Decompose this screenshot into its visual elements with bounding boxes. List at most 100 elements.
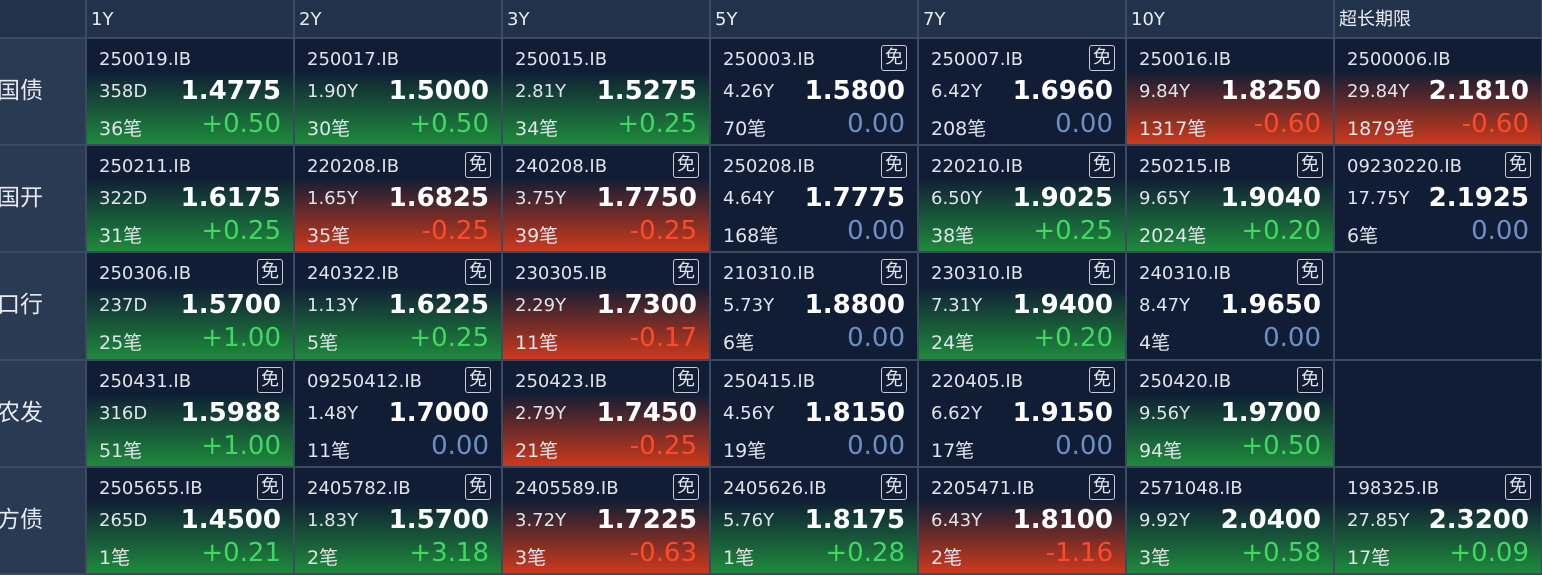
tenor: 9.92Y — [1139, 509, 1191, 531]
yield-change: 0.00 — [847, 323, 905, 354]
bond-code: 198325.IB — [1347, 477, 1440, 499]
quote-cell[interactable]: 220210.IB 免 6.50Y 1.9025 38笔 +0.25 — [919, 146, 1125, 252]
quote-cell[interactable]: 250003.IB 免 4.26Y 1.5800 70笔 0.00 — [711, 39, 917, 145]
trade-count: 30笔 — [307, 118, 351, 140]
tax-exempt-badge: 免 — [1297, 152, 1323, 179]
column-header[interactable]: 7Y — [919, 0, 1125, 37]
quote-cell[interactable]: 09250412.IB 免 1.48Y 1.7000 11笔 0.00 — [295, 360, 501, 466]
row-label[interactable]: 进出口行 — [0, 253, 85, 359]
quote-cell[interactable]: 210310.IB 免 5.73Y 1.8800 6笔 0.00 — [711, 253, 917, 359]
tax-exempt-badge: 免 — [673, 366, 699, 393]
column-header[interactable]: 5Y — [711, 0, 917, 37]
yield: 1.6175 — [180, 183, 281, 214]
tax-exempt-badge: 免 — [881, 473, 907, 500]
bond-code: 250306.IB — [99, 263, 192, 285]
trade-count: 38笔 — [931, 225, 975, 248]
quote-cell[interactable]: 250415.IB 免 4.56Y 1.8150 19笔 0.00 — [711, 360, 917, 466]
tenor: 2.29Y — [515, 295, 567, 317]
yield-change: +0.50 — [1241, 430, 1321, 461]
trade-count: 1笔 — [723, 546, 755, 569]
row-label[interactable]: 农发 — [0, 360, 85, 466]
yield: 1.7300 — [596, 290, 697, 321]
trade-count: 4笔 — [1139, 332, 1171, 355]
bond-code: 250431.IB — [99, 370, 192, 392]
tax-exempt-badge: 免 — [673, 259, 699, 286]
tenor: 17.75Y — [1347, 188, 1410, 210]
quote-cell[interactable]: 240310.IB 免 8.47Y 1.9650 4笔 0.00 — [1127, 253, 1333, 359]
quote-cell[interactable]: 250420.IB 免 9.56Y 1.9700 94笔 +0.50 — [1127, 360, 1333, 466]
yield-change: 0.00 — [847, 216, 905, 247]
trade-count: 11笔 — [307, 439, 351, 462]
tax-exempt-badge: 免 — [1089, 45, 1115, 71]
bond-code: 250007.IB — [931, 49, 1024, 70]
quote-cell[interactable]: 250431.IB 免 316D 1.5988 51笔 +1.00 — [87, 360, 293, 466]
trade-count: 35笔 — [307, 225, 351, 248]
quote-cell[interactable]: 220208.IB 免 1.65Y 1.6825 35笔 -0.25 — [295, 146, 501, 252]
bond-code: 240322.IB — [307, 263, 400, 285]
tenor: 316D — [99, 402, 148, 424]
quote-cell[interactable]: 230310.IB 免 7.31Y 1.9400 24笔 +0.20 — [919, 253, 1125, 359]
tenor: 4.64Y — [723, 188, 775, 210]
tenor: 322D — [99, 188, 148, 210]
trade-count: 208笔 — [931, 118, 987, 140]
yield: 1.9040 — [1220, 183, 1321, 214]
tenor: 9.65Y — [1139, 188, 1191, 210]
quote-cell[interactable]: 09230220.IB 免 17.75Y 2.1925 6笔 0.00 — [1335, 146, 1541, 252]
quote-cell[interactable]: 250007.IB 免 6.42Y 1.6960 208笔 0.00 — [919, 39, 1125, 145]
quote-cell[interactable]: 230305.IB 免 2.29Y 1.7300 11笔 -0.17 — [503, 253, 709, 359]
bond-code: 250019.IB — [99, 49, 192, 70]
yield: 1.5000 — [388, 76, 489, 106]
tenor: 1.90Y — [307, 81, 359, 102]
quote-cell[interactable]: 220405.IB 免 6.62Y 1.9150 17笔 0.00 — [919, 360, 1125, 466]
column-header[interactable]: 超长期限 — [1335, 0, 1541, 37]
quote-cell[interactable]: 250019.IB 358D 1.4775 36笔 +0.50 — [87, 39, 293, 145]
column-header[interactable]: 2Y — [295, 0, 501, 37]
quote-cell[interactable]: 250016.IB 9.84Y 1.8250 1317笔 -0.60 — [1127, 39, 1333, 145]
tax-exempt-badge: 免 — [1089, 259, 1115, 286]
quote-cell[interactable]: 250211.IB 322D 1.6175 31笔 +0.25 — [87, 146, 293, 252]
quote-cell[interactable]: 2405626.IB 免 5.76Y 1.8175 1笔 +0.28 — [711, 467, 917, 573]
quote-cell[interactable]: 2405589.IB 免 3.72Y 1.7225 3笔 -0.63 — [503, 467, 709, 573]
quote-cell[interactable]: 2500006.IB 29.84Y 2.1810 1879笔 -0.60 — [1335, 39, 1541, 145]
tax-exempt-badge: 免 — [465, 152, 491, 179]
tenor: 1.65Y — [307, 188, 359, 210]
yield-change: +0.25 — [409, 323, 489, 354]
bond-code: 250211.IB — [99, 156, 192, 178]
tax-exempt-badge: 免 — [1089, 473, 1115, 500]
quote-cell[interactable]: 198325.IB 免 27.85Y 2.3200 17笔 +0.09 — [1335, 467, 1541, 573]
row-label[interactable]: 国开 — [0, 146, 85, 252]
column-header[interactable]: 3Y — [503, 0, 709, 37]
column-header[interactable]: 1Y — [87, 0, 293, 37]
bond-code: 2405589.IB — [515, 477, 619, 499]
quote-cell[interactable]: 250208.IB 免 4.64Y 1.7775 168笔 0.00 — [711, 146, 917, 252]
quote-cell[interactable]: 2571048.IB 9.92Y 2.0400 3笔 +0.58 — [1127, 467, 1333, 573]
bond-code: 220208.IB — [307, 156, 400, 178]
yield-change: 0.00 — [1055, 109, 1113, 139]
bond-code: 2405782.IB — [307, 477, 411, 499]
trade-count: 2笔 — [307, 546, 339, 569]
row-label[interactable]: 地方债 — [0, 467, 85, 573]
tenor: 1.13Y — [307, 295, 359, 317]
row-label[interactable]: 国债 — [0, 39, 85, 145]
yield-change: +0.20 — [1241, 216, 1321, 247]
quote-cell[interactable]: 250423.IB 免 2.79Y 1.7450 21笔 -0.25 — [503, 360, 709, 466]
trade-count: 6笔 — [723, 332, 755, 355]
bond-code: 210310.IB — [723, 263, 816, 285]
tax-exempt-badge: 免 — [465, 366, 491, 393]
quote-cell[interactable]: 250215.IB 免 9.65Y 1.9040 2024笔 +0.20 — [1127, 146, 1333, 252]
tenor: 3.72Y — [515, 509, 567, 531]
quote-cell[interactable]: 240322.IB 免 1.13Y 1.6225 5笔 +0.25 — [295, 253, 501, 359]
tenor: 9.56Y — [1139, 402, 1191, 424]
column-header[interactable]: 10Y — [1127, 0, 1333, 37]
bond-code: 250423.IB — [515, 370, 608, 392]
quote-cell[interactable]: 250017.IB 1.90Y 1.5000 30笔 +0.50 — [295, 39, 501, 145]
quote-cell[interactable]: 250015.IB 2.81Y 1.5275 34笔 +0.25 — [503, 39, 709, 145]
quote-cell[interactable]: 250306.IB 免 237D 1.5700 25笔 +1.00 — [87, 253, 293, 359]
quote-cell[interactable]: 2405782.IB 免 1.83Y 1.5700 2笔 +3.18 — [295, 467, 501, 573]
trade-count: 6笔 — [1347, 225, 1379, 248]
yield-change: +0.28 — [825, 537, 905, 568]
quote-cell[interactable]: 2205471.IB 免 6.43Y 1.8100 2笔 -1.16 — [919, 467, 1125, 573]
quote-cell[interactable]: 240208.IB 免 3.75Y 1.7750 39笔 -0.25 — [503, 146, 709, 252]
quote-cell[interactable]: 2505655.IB 免 265D 1.4500 1笔 +0.21 — [87, 467, 293, 573]
